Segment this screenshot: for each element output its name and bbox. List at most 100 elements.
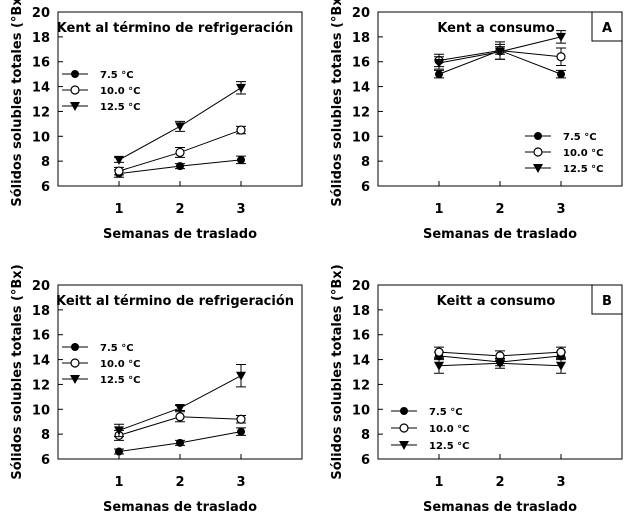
legend-label: 7.5 °C: [100, 343, 134, 354]
panel-label: B: [602, 294, 612, 309]
y-tick-label: 18: [352, 31, 370, 46]
y-tick-label: 20: [352, 6, 370, 21]
data-point: [434, 361, 444, 371]
data-point: [434, 347, 444, 357]
legend-label: 12.5 °C: [100, 102, 141, 113]
plot-frame: [57, 11, 303, 187]
y-tick-label: 16: [352, 56, 370, 71]
legend-marker: [70, 375, 80, 384]
data-point: [236, 371, 246, 381]
legend-label: 12.5 °C: [100, 375, 141, 386]
y-tick-label: 20: [32, 6, 50, 21]
data-point: [114, 155, 124, 165]
data-point: [175, 412, 185, 422]
y-axis-label: Sólidos solubles totales (°Bx): [10, 0, 25, 207]
x-tick-label: 1: [434, 475, 443, 490]
series-100: 10.0 °C: [62, 358, 246, 441]
y-tick-label: 12: [32, 105, 50, 120]
y-tick-label: 18: [32, 31, 50, 46]
legend-marker: [70, 102, 80, 111]
chart-title: Keitt al término de refrigeración: [56, 294, 294, 309]
data-point: [556, 347, 566, 357]
y-tick-label: 14: [32, 81, 50, 96]
x-axis-label: Semanas de traslado: [423, 500, 577, 515]
x-axis-label: Semanas de traslado: [103, 227, 257, 242]
y-tick-label: 8: [361, 428, 370, 443]
series-125: 12.5 °C: [62, 81, 246, 165]
y-tick-label: 16: [32, 56, 50, 71]
data-point: [434, 58, 444, 68]
series-125: 12.5 °C: [434, 30, 604, 175]
data-point: [236, 125, 246, 135]
y-tick-label: 10: [32, 130, 50, 145]
chart-title: Kent al término de refrigeración: [57, 21, 294, 36]
panel-label-box: [591, 284, 623, 315]
data-point: [495, 359, 505, 369]
legend-marker: [533, 164, 543, 173]
legend-marker: [71, 70, 79, 78]
y-tick-label: 6: [41, 180, 50, 195]
plot-frame: [57, 284, 303, 460]
panel-label: A: [602, 21, 612, 36]
y-tick-label: 12: [352, 105, 370, 120]
legend-marker: [534, 132, 542, 140]
chart-title: Keitt a consumo: [437, 294, 556, 309]
legend-label: 7.5 °C: [563, 132, 597, 143]
data-point: [556, 32, 566, 42]
x-tick-label: 1: [114, 202, 123, 217]
x-tick-label: 2: [175, 202, 184, 217]
legend-marker: [71, 343, 79, 351]
x-tick-label: 2: [175, 475, 184, 490]
series-75: 7.5 °C: [391, 351, 566, 418]
legend-marker: [70, 85, 80, 95]
data-point: [176, 162, 184, 171]
y-tick-label: 8: [41, 155, 50, 170]
legend-marker: [400, 407, 408, 415]
y-tick-label: 10: [352, 130, 370, 145]
data-point: [556, 52, 566, 62]
series-125: 12.5 °C: [391, 357, 566, 452]
data-point: [495, 47, 505, 57]
legend-marker: [70, 358, 80, 368]
data-point: [556, 361, 566, 371]
legend-label: 7.5 °C: [100, 70, 134, 81]
x-tick-label: 1: [434, 202, 443, 217]
data-point: [114, 426, 124, 436]
series-100: 10.0 °C: [62, 85, 246, 176]
y-axis-label: Sólidos solubles totales (°Bx): [330, 265, 345, 480]
y-tick-label: 14: [352, 81, 370, 96]
series-75: 7.5 °C: [62, 70, 246, 178]
y-tick-label: 10: [32, 403, 50, 418]
y-tick-label: 8: [41, 428, 50, 443]
plot-frame: [377, 284, 623, 460]
legend-marker: [399, 423, 409, 433]
y-axis-label: Sólidos solubles totales (°Bx): [330, 0, 345, 207]
x-tick-label: 3: [236, 202, 245, 217]
y-tick-label: 14: [352, 354, 370, 369]
data-point: [115, 447, 123, 456]
y-tick-label: 6: [41, 453, 50, 468]
x-tick-label: 2: [495, 202, 504, 217]
x-tick-label: 3: [556, 202, 565, 217]
data-point: [114, 166, 124, 176]
data-point: [175, 404, 185, 414]
data-point: [237, 155, 245, 164]
y-tick-label: 16: [352, 329, 370, 344]
legend-label: 10.0 °C: [563, 148, 604, 159]
legend-label: 10.0 °C: [100, 86, 141, 97]
data-point: [557, 70, 565, 79]
legend-label: 10.0 °C: [429, 424, 470, 435]
y-tick-label: 10: [352, 403, 370, 418]
y-tick-label: 20: [32, 279, 50, 294]
series-75: 7.5 °C: [434, 46, 597, 143]
y-tick-label: 20: [352, 279, 370, 294]
y-tick-label: 12: [32, 378, 50, 393]
panel-label-box: [591, 11, 623, 42]
legend-label: 12.5 °C: [563, 164, 604, 175]
data-point: [175, 122, 185, 132]
series-125: 12.5 °C: [62, 364, 246, 438]
